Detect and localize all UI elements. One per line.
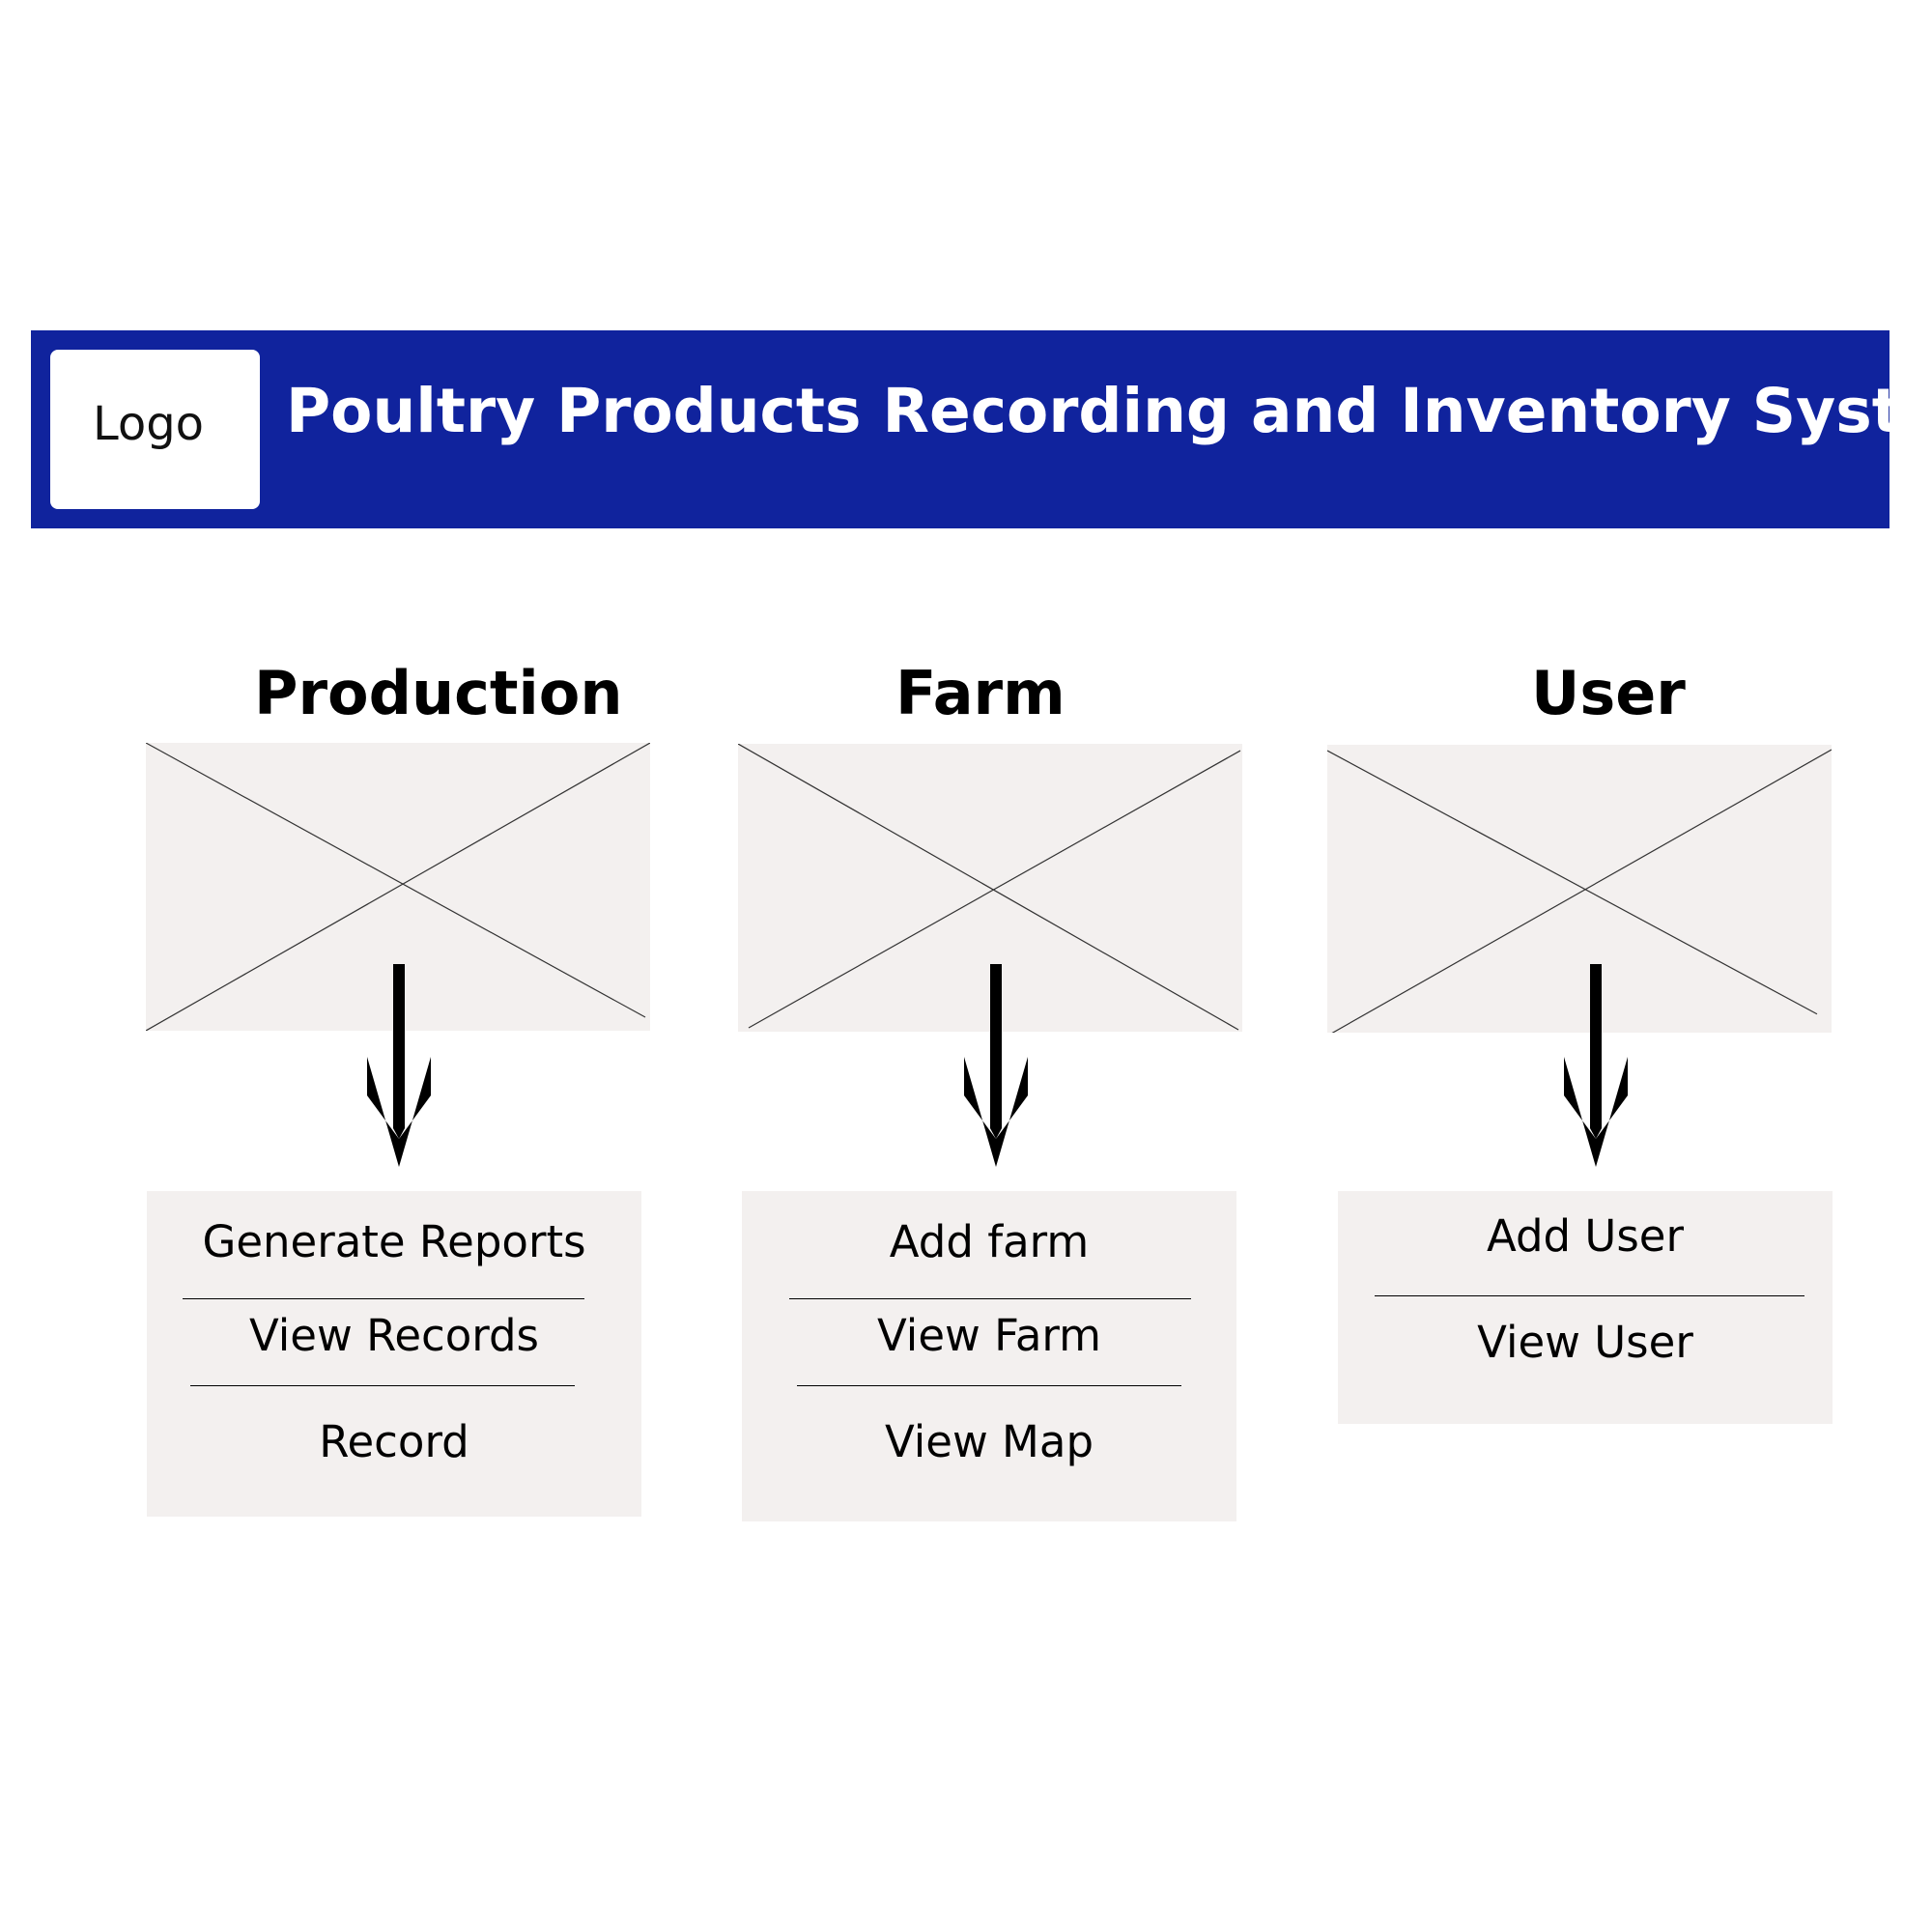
logo-text: Logo: [92, 396, 205, 451]
menu-item-add-user[interactable]: Add User: [1487, 1210, 1684, 1262]
divider: [190, 1385, 575, 1386]
divider: [183, 1298, 584, 1299]
image-placeholder-user: [1327, 745, 1832, 1033]
menu-item-view-map[interactable]: View Map: [884, 1416, 1094, 1467]
divider: [1375, 1295, 1804, 1296]
menu-item-add-farm[interactable]: Add farm: [889, 1216, 1090, 1267]
down-arrow-icon: [962, 964, 1030, 1167]
section-title-farm: Farm: [895, 658, 1065, 728]
menu-item-record[interactable]: Record: [319, 1416, 469, 1467]
placeholder-cross-icon: [738, 744, 1241, 1031]
page-title: Poultry Products Recording and Inventory…: [286, 376, 1932, 446]
production-menu: Generate Reports View Records Record: [147, 1191, 641, 1517]
logo[interactable]: Logo: [50, 350, 260, 509]
down-arrow-icon: [365, 964, 433, 1167]
down-arrow-icon: [1562, 964, 1630, 1167]
menu-item-view-user[interactable]: View User: [1477, 1317, 1693, 1368]
farm-menu: Add farm View Farm View Map: [742, 1191, 1236, 1521]
user-menu: Add User View User: [1338, 1191, 1833, 1424]
menu-item-view-records[interactable]: View Records: [248, 1310, 539, 1361]
header-bar: Logo Poultry Products Recording and Inve…: [31, 330, 1932, 528]
menu-item-generate-reports[interactable]: Generate Reports: [202, 1216, 586, 1267]
menu-item-view-farm[interactable]: View Farm: [877, 1310, 1101, 1361]
placeholder-cross-icon: [146, 743, 650, 1031]
placeholder-cross-icon: [1327, 749, 1832, 1033]
divider: [797, 1385, 1181, 1386]
section-title-user: User: [1531, 658, 1686, 728]
divider: [789, 1298, 1191, 1299]
section-title-production: Production: [254, 658, 623, 728]
